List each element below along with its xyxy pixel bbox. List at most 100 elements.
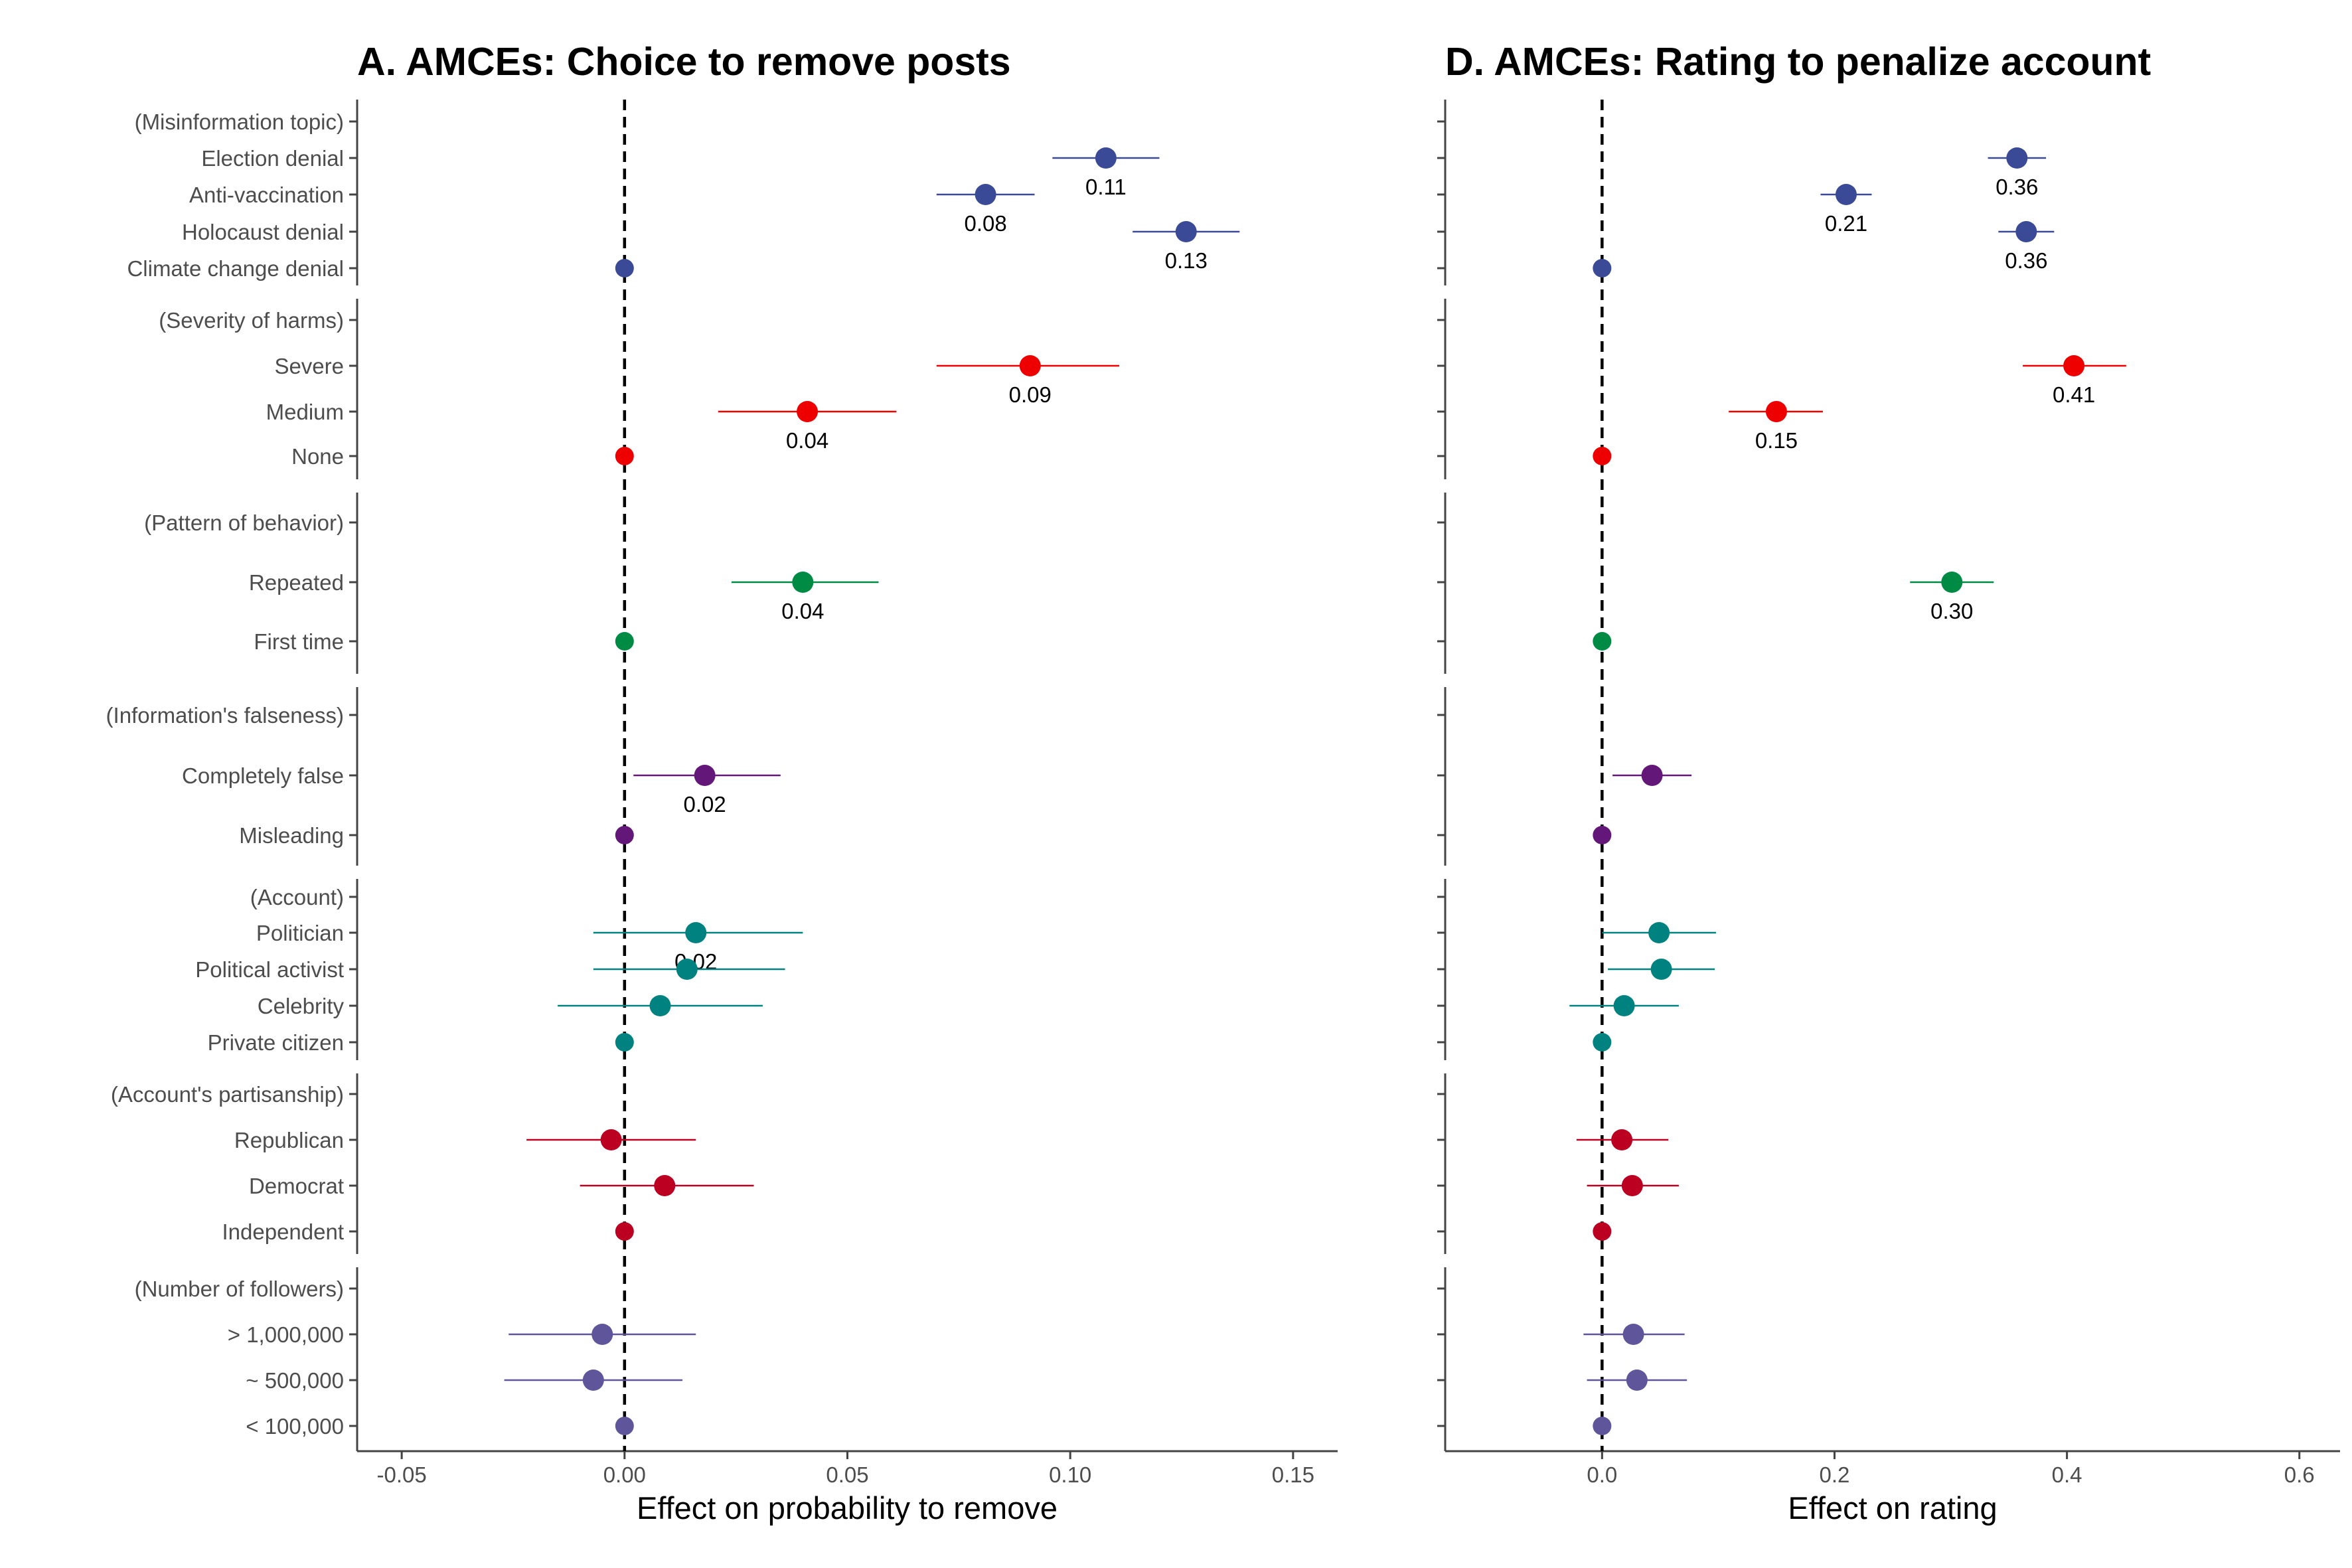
y-tick-label: Political activist [195,957,344,982]
y-tick-label: Misleading [239,823,344,848]
point-marker [591,1324,613,1345]
point-marker [1593,447,1612,465]
group-header: (Severity of harms) [159,308,357,333]
point-marker [1593,1033,1612,1052]
point-marker [1019,355,1041,376]
estimate-point [1437,1324,1685,1345]
group-header: (Number of followers) [135,1277,357,1301]
point-marker [1765,401,1787,422]
estimate-point: Private citizen [208,1030,634,1055]
data-label: 0.09 [1009,382,1052,407]
y-tick-label: First time [254,629,344,654]
point-marker [1941,572,1963,593]
x-tick-label: 0.0 [1587,1462,1617,1487]
point-marker [1622,1324,1644,1345]
y-tick-label: Anti-vaccination [189,183,344,207]
y-tick-label: Election denial [201,146,344,171]
y-tick-label: > 1,000,000 [228,1322,344,1347]
group-header-label: (Severity of harms) [159,308,344,333]
point-marker [582,1370,604,1391]
data-label: 0.13 [1165,248,1208,273]
point-marker [1641,765,1663,786]
point-marker [1593,259,1612,277]
point-marker [1593,1222,1612,1241]
estimate-point [1437,1417,1612,1435]
point-marker [694,765,716,786]
estimate-point: Political activist [195,957,785,982]
point-marker [676,959,698,980]
group-header: (Account) [250,885,357,909]
data-label: 0.15 [1755,428,1798,453]
x-tick-label: 0.4 [2052,1462,2082,1487]
point-marker [1095,147,1117,169]
point-marker [1835,184,1857,205]
y-tick-label: Politician [256,921,344,945]
estimate-point [1437,765,1692,786]
y-tick-label: Republican [234,1128,344,1152]
estimate-point: Repeated 0.04 [249,570,879,623]
group-header: (Misinformation topic) [135,110,357,134]
group-header-label: (Number of followers) [135,1277,344,1301]
data-label: 0.08 [965,211,1007,236]
estimate-point [1437,1222,1612,1241]
point-marker [685,922,707,943]
data-label: 0.04 [781,599,824,623]
data-label: 0.21 [1825,211,1867,236]
y-tick-label: Private citizen [208,1030,344,1055]
estimate-point: 0.15 [1437,401,1823,453]
point-marker [615,826,634,844]
group-header-label: (Account's partisanship) [111,1082,344,1107]
estimate-point [1437,959,1715,980]
estimate-point: Anti-vaccination 0.08 [189,183,1035,236]
estimate-point [1437,1370,1687,1391]
estimate-point: Climate change denial [127,256,634,281]
point-marker [615,1222,634,1241]
point-marker [1613,995,1635,1016]
estimate-point: > 1,000,000 [228,1322,696,1347]
estimate-point: 0.36 [1437,147,2047,199]
point-marker [1648,922,1670,943]
group-header: (Account's partisanship) [111,1082,357,1107]
point-marker [615,1033,634,1052]
estimate-point: 0.30 [1437,572,1994,623]
data-label: 0.04 [786,428,828,453]
x-tick-label: -0.05 [377,1462,427,1487]
estimate-point: ~ 500,000 [246,1368,683,1393]
estimate-point: Severe 0.09 [274,354,1120,407]
point-marker [1593,826,1612,844]
point-marker [615,1417,634,1435]
data-label: 0.36 [2005,248,2047,273]
x-tick-label: 0.15 [1272,1462,1314,1487]
y-tick-label: < 100,000 [246,1414,344,1439]
data-label: 0.41 [2053,382,2095,407]
estimate-point [1437,922,1716,943]
y-tick-label: Climate change denial [127,256,344,281]
group-header: (Information's falseness) [106,703,357,728]
chart-title: A. AMCEs: Choice to remove posts [357,40,1011,84]
estimate-point: < 100,000 [246,1414,634,1439]
estimate-point [1437,447,1612,465]
y-tick-label: Severe [274,354,344,378]
point-marker [615,259,634,277]
x-tick-label: 0.00 [603,1462,646,1487]
group-header-label: (Misinformation topic) [135,110,344,134]
point-marker [1626,1370,1648,1391]
y-tick-label: Democrat [249,1174,344,1198]
group-header-label: (Information's falseness) [106,703,344,728]
y-tick-label: Celebrity [258,994,345,1018]
y-tick-label: None [291,444,344,469]
estimate-point: Election denial 0.11 [201,146,1160,199]
point-marker [1650,959,1672,980]
y-tick-label: Holocaust denial [182,220,344,244]
point-marker [1593,1417,1612,1435]
point-marker [1621,1175,1643,1196]
point-marker [792,572,814,593]
point-marker [2006,147,2028,169]
estimate-point: 0.21 [1437,184,1872,236]
estimate-point: Republican [234,1128,696,1152]
estimate-point [1437,1175,1679,1196]
estimate-point: Completely false 0.02 [182,763,781,817]
data-label: 0.36 [1996,175,2038,199]
chart-title: D. AMCEs: Rating to penalize account [1445,40,2151,84]
